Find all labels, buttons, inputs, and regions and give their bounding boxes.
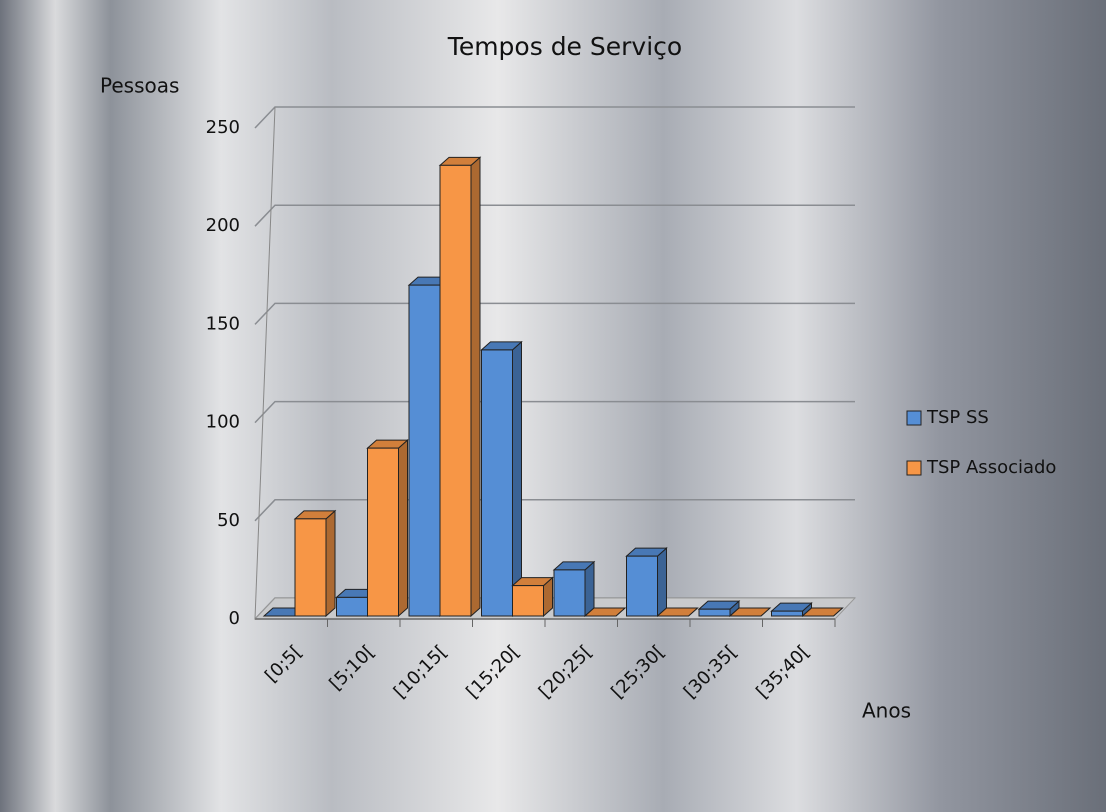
bar-top <box>801 607 844 617</box>
bar <box>512 585 544 617</box>
y-tick-label: 200 <box>206 215 240 236</box>
legend-label: TSP Associado <box>926 457 1056 478</box>
bar-top <box>728 607 772 617</box>
grid-line <box>254 302 855 325</box>
grid-line <box>254 499 855 522</box>
y-tick-label: 50 <box>217 510 240 531</box>
bar <box>553 569 586 617</box>
bar-side <box>657 547 667 618</box>
bar-side <box>398 439 408 618</box>
y-tick-label: 100 <box>206 412 240 433</box>
grid-line <box>254 204 855 227</box>
bar-side <box>512 340 522 618</box>
legend-label: TSP SS <box>926 407 989 428</box>
bar <box>626 555 658 617</box>
grid-line <box>254 400 855 424</box>
bar-top <box>656 607 699 617</box>
y-tick-label: 250 <box>206 117 240 138</box>
bar <box>439 164 472 617</box>
bar <box>294 518 327 617</box>
chart-title: Tempos de Serviço <box>447 32 682 61</box>
y-axis-label: Pessoas <box>100 74 179 98</box>
bar <box>771 610 803 617</box>
legend-swatch <box>906 410 922 426</box>
y-axis <box>254 106 276 620</box>
legend-swatch <box>906 460 922 476</box>
bar <box>336 596 368 617</box>
bar-side <box>325 509 336 618</box>
bar-side <box>470 156 481 618</box>
y-tick-label: 0 <box>229 608 240 629</box>
y-tick-label: 150 <box>206 313 240 334</box>
x-axis-label: Anos <box>862 699 911 723</box>
bar <box>408 284 441 617</box>
bar <box>367 447 399 617</box>
bar <box>698 608 731 617</box>
bar-side <box>584 560 595 618</box>
bar-top <box>583 607 627 617</box>
bar <box>481 349 513 617</box>
